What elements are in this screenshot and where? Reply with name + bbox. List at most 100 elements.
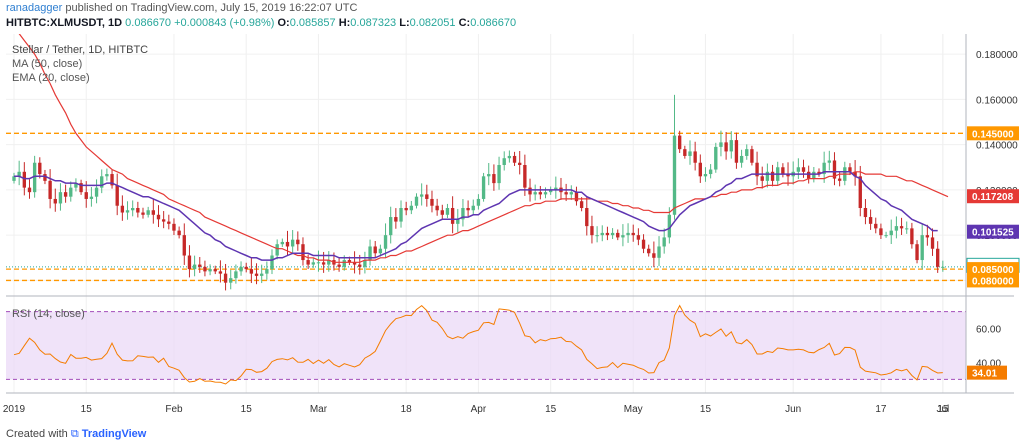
time-tick-label: Apr bbox=[471, 404, 487, 415]
price-tick-label: 0.180000 bbox=[976, 50, 1018, 61]
ema20-line[interactable] bbox=[14, 171, 938, 261]
candle-body bbox=[936, 248, 940, 267]
candle-body bbox=[84, 192, 88, 199]
candle-body bbox=[213, 269, 217, 272]
candle-body bbox=[621, 235, 625, 238]
candle-body bbox=[125, 210, 130, 213]
candle-body bbox=[316, 262, 321, 264]
time-tick-label: 18 bbox=[401, 404, 413, 415]
legend-ema20[interactable]: EMA (20, close) bbox=[12, 72, 90, 84]
candle-body bbox=[693, 151, 697, 163]
candle-body bbox=[595, 235, 599, 237]
candle-body bbox=[683, 149, 687, 156]
candle-body bbox=[105, 174, 109, 177]
publish-line: ranadagger published on TradingView.com,… bbox=[6, 2, 357, 14]
candle-body bbox=[378, 248, 383, 254]
candle-body bbox=[781, 167, 785, 175]
candle-body bbox=[450, 208, 455, 224]
candles bbox=[12, 94, 945, 291]
candle-body bbox=[647, 248, 651, 254]
open-value: 0.085857 bbox=[289, 17, 336, 29]
candle-body bbox=[419, 194, 424, 197]
candle-body bbox=[703, 174, 708, 177]
time-tick-label: Feb bbox=[165, 404, 183, 415]
price-label-ema20: 0.101525 bbox=[972, 228, 1014, 239]
candle-body bbox=[43, 174, 47, 181]
candle-body bbox=[12, 176, 16, 181]
candle-body bbox=[399, 208, 403, 222]
candle-body bbox=[141, 212, 145, 215]
rsi-last-box bbox=[967, 365, 1007, 380]
candle-body bbox=[203, 266, 207, 272]
candle-body bbox=[79, 183, 83, 193]
candle-body bbox=[626, 232, 630, 236]
candle-body bbox=[244, 266, 248, 270]
candle-body bbox=[27, 187, 32, 193]
rsi-band-group bbox=[6, 311, 966, 380]
candle-body bbox=[894, 226, 899, 231]
candle-body bbox=[94, 187, 99, 197]
candle-body bbox=[765, 171, 770, 181]
candle-body bbox=[136, 208, 140, 213]
candle-body bbox=[657, 246, 661, 258]
rsi-line[interactable] bbox=[13, 304, 943, 385]
candle-body bbox=[579, 201, 584, 208]
candle-body bbox=[342, 260, 346, 267]
candle-body bbox=[497, 165, 501, 184]
candle-body bbox=[564, 192, 568, 195]
candle-body bbox=[363, 260, 367, 267]
price-label-box bbox=[967, 262, 1019, 277]
candle-body bbox=[301, 244, 305, 261]
candle-body bbox=[930, 237, 935, 249]
candle-body bbox=[874, 223, 878, 229]
legend-ma50[interactable]: MA (50, close) bbox=[12, 58, 83, 70]
candle-body bbox=[518, 162, 522, 165]
time-tick-label: 15 bbox=[81, 404, 93, 415]
candle-body bbox=[100, 176, 104, 188]
rsi-last-label: 34.01 bbox=[972, 369, 997, 380]
candle-body bbox=[471, 205, 475, 211]
candle-body bbox=[879, 228, 883, 236]
candle-body bbox=[817, 171, 821, 175]
candle-body bbox=[461, 208, 465, 220]
candle-body bbox=[63, 192, 68, 197]
legend-rsi[interactable]: RSI (14, close) bbox=[12, 308, 85, 320]
candle-body bbox=[409, 205, 414, 211]
candle-body bbox=[941, 266, 945, 268]
candle-body bbox=[223, 273, 228, 283]
candle-body bbox=[899, 226, 904, 229]
candle-body bbox=[229, 278, 233, 283]
candle-body bbox=[512, 155, 517, 163]
candle-body bbox=[750, 149, 754, 163]
candle-body bbox=[404, 208, 408, 211]
candle-body bbox=[435, 205, 439, 211]
candle-body bbox=[394, 217, 398, 222]
time-tick-label: 15 bbox=[241, 404, 253, 415]
candle-body bbox=[884, 235, 888, 237]
rsi-band bbox=[6, 311, 966, 380]
candle-body bbox=[662, 237, 666, 247]
author-link[interactable]: ranadagger bbox=[6, 2, 63, 14]
candle-body bbox=[280, 241, 285, 245]
candle-body bbox=[275, 244, 279, 256]
candle-body bbox=[507, 155, 512, 159]
candle-body bbox=[389, 217, 393, 236]
candle-body bbox=[430, 198, 434, 206]
candle-body bbox=[358, 264, 362, 267]
ma50-line[interactable] bbox=[14, 27, 949, 263]
candle-body bbox=[481, 176, 486, 199]
candle-body bbox=[574, 192, 579, 202]
candle-body bbox=[920, 235, 924, 261]
candle-body bbox=[667, 214, 672, 238]
candle-body bbox=[476, 198, 481, 206]
candle-body bbox=[739, 155, 744, 163]
tradingview-brand[interactable]: TradingView bbox=[81, 428, 147, 440]
price-change: +0.000843 (+0.98%) bbox=[174, 17, 275, 29]
candle-body bbox=[863, 208, 868, 218]
candle-body bbox=[296, 239, 300, 245]
time-tick-label: May bbox=[624, 404, 643, 415]
ohlc-line: HITBTC:XLMUSDT, 1D 0.086670 +0.000843 (+… bbox=[6, 17, 516, 29]
candle-body bbox=[641, 239, 646, 249]
